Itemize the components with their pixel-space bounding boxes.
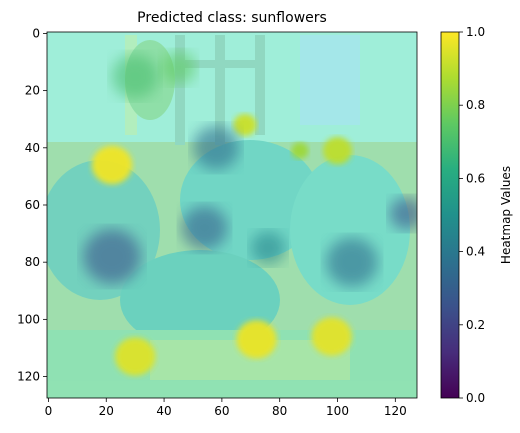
x-tick-label: 120 <box>384 404 407 418</box>
colorbar-tick-label: 1.0 <box>466 25 485 39</box>
chart-title: Predicted class: sunflowers <box>137 10 327 26</box>
heatmap-blob <box>323 136 352 165</box>
heatmap-blob <box>233 113 257 136</box>
heatmap-blob <box>192 125 240 170</box>
colorbar <box>440 31 460 399</box>
heatmap-blob <box>114 337 156 376</box>
heatmap-overlay <box>83 51 417 376</box>
y-tick-label: 0 <box>32 26 40 40</box>
colorbar-label: Heatmap Values <box>499 166 513 264</box>
x-tick-label: 20 <box>99 404 114 418</box>
x-axis: 0 20 40 60 80 100 120 <box>45 398 407 418</box>
colorbar-tick-label: 0.6 <box>466 171 485 185</box>
y-tick-label: 120 <box>17 370 40 384</box>
heatmap-blob <box>250 231 286 265</box>
x-tick-label: 80 <box>272 404 287 418</box>
colorbar-tick-label: 0.4 <box>466 245 485 259</box>
x-tick-label: 40 <box>156 404 171 418</box>
y-tick-label: 40 <box>25 141 40 155</box>
y-axis: 0 20 40 60 80 100 120 <box>17 26 47 384</box>
heatmap-blob <box>181 205 228 250</box>
x-tick-label: 0 <box>45 404 53 418</box>
colorbar-axis: 0.0 0.2 0.4 0.6 0.8 1.0 <box>459 25 485 405</box>
heatmap-blob <box>311 317 352 356</box>
heatmap-blob <box>325 237 378 287</box>
x-tick-label: 60 <box>214 404 229 418</box>
y-tick-label: 60 <box>25 198 40 212</box>
y-tick-label: 80 <box>25 255 40 269</box>
colorbar-tick-label: 0.0 <box>466 391 485 405</box>
heatmap-image <box>47 32 417 398</box>
heatmap-blob <box>389 197 417 231</box>
heatmap-blob <box>91 145 133 185</box>
y-tick-label: 100 <box>17 312 40 326</box>
heatmap-blob <box>112 54 159 99</box>
x-tick-label: 100 <box>326 404 349 418</box>
plot-frame <box>46 31 418 399</box>
scene-texture <box>47 32 417 398</box>
heatmap-blob <box>83 229 141 284</box>
y-tick-label: 20 <box>25 84 40 98</box>
colorbar-tick-label: 0.8 <box>466 98 485 112</box>
heatmap-blob <box>161 51 196 85</box>
heatmap-blob <box>236 320 277 359</box>
heatmap-blob <box>291 142 309 159</box>
colorbar-tick-label: 0.2 <box>466 318 485 332</box>
